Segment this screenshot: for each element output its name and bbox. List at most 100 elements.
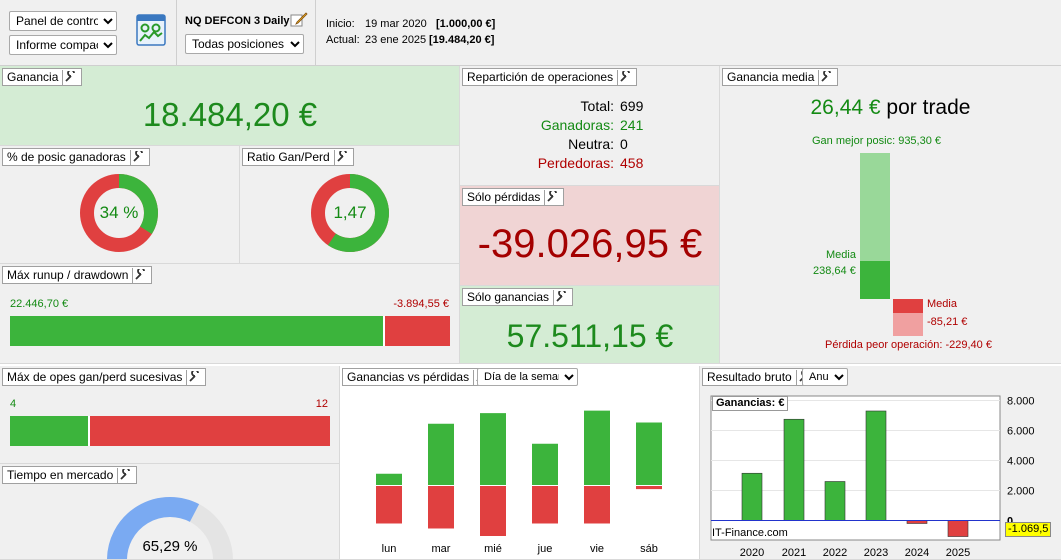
runup-title: Máx runup / drawdown [2, 266, 153, 284]
drawdown-value: -3.894,55 € [393, 298, 449, 310]
wrench-icon[interactable] [818, 69, 833, 85]
avg-loss-bar [893, 299, 923, 313]
ganancia-value: 18.484,20 € [142, 96, 318, 133]
wrench-icon[interactable] [333, 149, 349, 165]
sucesivas-win-fill [10, 416, 90, 446]
pct-ganadoras-title: % de posic ganadoras [2, 148, 150, 166]
strategy-name: NQ DEFCON 3 Daily [185, 15, 290, 27]
ratio-panel: Ratio Gan/Perd 1,47 [240, 146, 460, 264]
wrench-icon[interactable] [186, 369, 201, 385]
resultado-title: Resultado bruto [702, 368, 816, 386]
donut-win-arc [80, 174, 158, 252]
current-label: Actual: [326, 34, 360, 46]
annual-tick-label: 2021 [782, 547, 806, 559]
weekday-tick-label: mié [484, 543, 502, 555]
wrench-icon[interactable] [117, 467, 132, 483]
max-wins-value: 4 [10, 398, 17, 410]
avg-loss-label: Media [927, 298, 957, 310]
last-value-tag: -1.069,5 [1005, 522, 1052, 537]
reparticion-panel: Repartición de operaciones Total: Ganado… [460, 66, 720, 186]
total-count: 699 [620, 98, 644, 114]
worst-loss-bar [893, 313, 923, 336]
worst-loss-label: Pérdida peor operación: -229,40 € [825, 339, 992, 351]
weekday-loss-bar [532, 486, 558, 524]
gan-vs-perd-panel: Ganancias vs pérdidas Día de la semana l… [340, 366, 700, 560]
donut-win-arc [311, 174, 389, 252]
view-select[interactable]: Panel de control [9, 11, 117, 31]
annual-bar [824, 481, 846, 521]
runup-panel: Máx runup / drawdown 22.446,70 € -3.894,… [0, 264, 460, 364]
weekday-gain-bar [428, 423, 454, 485]
runup-drawdown-bar [10, 316, 450, 346]
avg-loss-value: -85,21 € [927, 316, 968, 328]
y-tick-label: 4.000 [1007, 456, 1035, 468]
solo-perdidas-value: -39.026,95 € [477, 222, 703, 266]
annual-tick-label: 2023 [864, 547, 888, 559]
annual-tick-label: 2024 [905, 547, 929, 559]
solo-ganancias-value: 57.511,15 € [506, 318, 674, 354]
weekday-tick-label: vie [590, 543, 604, 555]
current-date: 23 ene 2025 [365, 34, 427, 46]
chart-label-box: Ganancias: € [712, 396, 789, 411]
pct-ganadoras-panel: % de posic ganadoras 34 % [0, 146, 240, 264]
ratio-value: 1,47 [333, 203, 367, 222]
annual-bar [865, 410, 887, 521]
report-icon[interactable] [136, 14, 166, 46]
best-win-label: Gan mejor posic: 935,30 € [812, 135, 942, 147]
sucesivas-panel: Máx de opes gan/perd sucesivas 4 12 [0, 366, 340, 464]
annual-tick-label: 2025 [946, 547, 970, 559]
gauge-fill [107, 497, 200, 559]
weekday-gain-bar [584, 410, 610, 485]
weekday-gain-bar [480, 413, 506, 485]
weekday-tick-label: jue [537, 543, 553, 555]
ganancia-media-suffix: por trade [886, 96, 971, 119]
annual-tick-label: 2020 [740, 547, 764, 559]
ganancia-media-title: Ganancia media [722, 68, 839, 86]
report-select[interactable]: Informe compacto [9, 35, 117, 55]
wrench-icon[interactable] [132, 267, 147, 283]
solo-perdidas-title: Sólo pérdidas [462, 188, 565, 206]
tiempo-value: 65,29 % [142, 538, 198, 555]
ratio-donut [311, 174, 389, 252]
current-value: [19.484,20 €] [429, 34, 495, 46]
loss-count: 458 [620, 155, 644, 171]
ganancia-title: Ganancia [2, 68, 83, 86]
resultado-select[interactable]: Anual [802, 368, 848, 386]
ganancia-media-value: 26,44 € [810, 96, 881, 119]
toolbar: Panel de control Informe compacto NQ DEF… [0, 0, 1061, 66]
y-tick-label: 6.000 [1007, 426, 1035, 438]
annual-bar [741, 472, 763, 521]
best-win-bar [860, 153, 890, 261]
sucesivas-bar [10, 416, 330, 446]
wrench-icon[interactable] [553, 289, 568, 305]
wrench-icon[interactable] [129, 149, 145, 165]
weekday-loss-bar [428, 486, 454, 529]
y-tick-label: 0 [1007, 516, 1013, 528]
ratio-title: Ratio Gan/Perd [242, 148, 354, 166]
tiempo-title: Tiempo en mercado [2, 466, 138, 484]
annual-bar [947, 520, 969, 537]
pct-ganadoras-donut [80, 174, 158, 252]
edit-pencil-icon[interactable] [290, 10, 308, 28]
weekday-gain-bar [376, 473, 402, 485]
neutral-count: 0 [620, 136, 628, 152]
wrench-icon[interactable] [544, 189, 559, 205]
weekday-chart: lun mar mié jue vie sáb [376, 410, 662, 555]
avg-win-label: Media [826, 249, 856, 261]
tiempo-panel: Tiempo en mercado 65,29 % [0, 464, 340, 560]
sucesivas-title: Máx de opes gan/perd sucesivas [2, 368, 207, 386]
wrench-icon[interactable] [617, 69, 632, 85]
annual-bar [783, 418, 805, 521]
wrench-icon[interactable] [62, 69, 77, 85]
runup-value: 22.446,70 € [10, 298, 69, 310]
loss-label: Perdedoras: [537, 155, 614, 171]
gan-vs-perd-select[interactable]: Día de la semana [477, 368, 578, 386]
ganancia-media-panel: Ganancia media 26,44 € por trade Gan mej… [720, 66, 1061, 364]
start-value: [1.000,00 €] [436, 18, 496, 30]
watermark: IT-Finance.com [712, 527, 788, 539]
neutral-label: Neutra: [568, 136, 614, 152]
solo-ganancias-panel: Sólo ganancias 57.511,15 € [460, 286, 720, 364]
positions-select[interactable]: Todas posiciones [185, 34, 304, 54]
avg-win-value: 238,64 € [813, 265, 856, 277]
weekday-loss-bar [480, 486, 506, 536]
